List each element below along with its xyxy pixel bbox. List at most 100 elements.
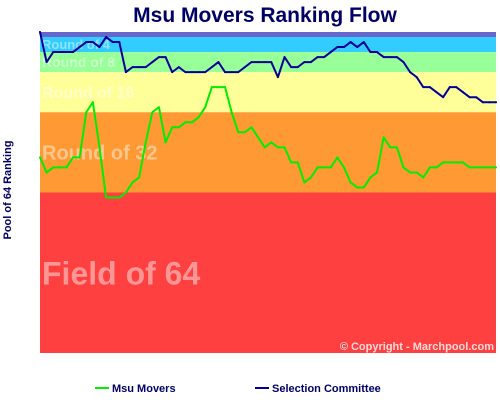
data-point-0-29	[230, 111, 233, 114]
data-point-0-6	[78, 156, 81, 159]
data-point-1-0	[39, 31, 41, 33]
data-point-1-20	[171, 71, 174, 74]
data-point-1-8	[91, 41, 94, 44]
data-point-1-21	[177, 66, 180, 69]
data-point-0-17	[151, 111, 154, 114]
data-point-1-11	[111, 41, 114, 44]
data-point-1-57	[415, 76, 418, 79]
band-label-3: Round of 16	[42, 85, 135, 102]
data-point-0-26	[210, 86, 213, 89]
data-point-1-41	[309, 61, 312, 64]
data-point-1-7	[85, 41, 88, 44]
data-point-1-3	[58, 51, 61, 54]
data-point-1-12	[118, 41, 121, 44]
data-point-1-50	[369, 51, 372, 54]
data-point-1-62	[448, 86, 451, 89]
data-point-0-61	[442, 161, 445, 164]
legend-label-1: Selection Committee	[272, 383, 381, 395]
data-point-0-40	[303, 181, 306, 184]
data-point-1-31	[243, 66, 246, 69]
data-point-0-55	[402, 166, 405, 169]
data-point-1-14	[131, 66, 134, 69]
data-point-1-24	[197, 71, 200, 74]
data-point-0-38	[290, 161, 293, 164]
data-point-0-53	[389, 146, 392, 149]
data-point-1-26	[210, 66, 213, 69]
data-point-1-48	[356, 46, 359, 49]
ranking-bands	[40, 32, 496, 353]
data-point-0-58	[422, 176, 425, 179]
data-point-0-22	[184, 121, 187, 124]
data-point-1-19	[164, 56, 167, 59]
data-point-1-54	[395, 56, 398, 59]
data-point-1-61	[442, 96, 445, 99]
data-point-0-3	[58, 166, 61, 169]
band-label-1: Round of 4	[42, 37, 111, 52]
data-point-0-65	[468, 166, 471, 169]
data-point-0-50	[369, 176, 372, 179]
series-lines	[39, 31, 497, 199]
data-point-0-1	[45, 171, 48, 174]
data-point-1-32	[250, 61, 253, 64]
data-point-1-27	[217, 61, 220, 64]
series-line-1	[39, 31, 497, 104]
data-point-1-63	[455, 86, 458, 89]
chart-title: Msu Movers Ranking Flow	[133, 4, 397, 27]
data-point-0-5	[72, 156, 75, 159]
data-point-1-2	[52, 51, 55, 54]
data-point-0-18	[157, 106, 160, 109]
data-point-0-7	[85, 111, 88, 114]
data-point-1-47	[349, 41, 352, 44]
data-point-0-46	[343, 166, 345, 169]
data-point-0-15	[138, 176, 141, 179]
data-point-0-59	[428, 166, 431, 169]
data-point-1-39	[296, 66, 299, 69]
data-point-1-34	[263, 61, 266, 64]
data-point-1-60	[435, 91, 438, 94]
data-point-0-56	[409, 171, 412, 174]
data-point-0-8	[91, 101, 94, 104]
data-point-0-2	[52, 166, 55, 169]
data-point-0-35	[270, 141, 273, 144]
data-point-0-20	[171, 126, 174, 129]
data-point-1-59	[428, 86, 431, 89]
data-point-1-52	[382, 56, 385, 59]
data-point-0-45	[336, 156, 339, 159]
band-label-5: Field of 64	[42, 255, 200, 291]
data-point-1-1	[45, 61, 48, 64]
data-point-0-25	[204, 106, 207, 109]
data-point-1-9	[98, 46, 101, 49]
data-point-1-15	[138, 66, 141, 69]
data-point-1-56	[409, 71, 412, 74]
data-point-1-17	[151, 61, 154, 64]
data-point-0-14	[131, 181, 134, 184]
data-point-0-62	[448, 161, 451, 164]
data-point-0-48	[356, 186, 359, 189]
data-point-0-67	[481, 166, 484, 169]
data-point-0-68	[488, 166, 491, 169]
data-point-0-41	[309, 176, 312, 179]
data-point-0-44	[329, 166, 332, 169]
data-point-1-10	[105, 36, 108, 39]
data-point-0-43	[323, 166, 326, 169]
data-point-0-34	[263, 146, 266, 149]
data-point-0-21	[177, 126, 180, 129]
data-point-1-37	[283, 56, 286, 59]
data-point-1-46	[343, 46, 345, 49]
band-0	[40, 32, 496, 38]
data-point-0-0	[39, 156, 41, 159]
data-point-0-36	[276, 146, 279, 149]
data-point-0-13	[124, 191, 127, 194]
data-point-0-23	[191, 121, 193, 124]
data-point-0-39	[296, 161, 299, 164]
data-point-1-65	[468, 96, 471, 99]
data-point-1-22	[184, 71, 187, 74]
data-point-0-30	[237, 131, 240, 134]
data-point-0-52	[382, 136, 385, 139]
data-point-1-35	[270, 61, 273, 64]
band-4	[40, 112, 496, 193]
data-point-0-28	[224, 86, 227, 89]
data-point-1-23	[191, 71, 193, 74]
data-point-1-36	[276, 76, 279, 79]
